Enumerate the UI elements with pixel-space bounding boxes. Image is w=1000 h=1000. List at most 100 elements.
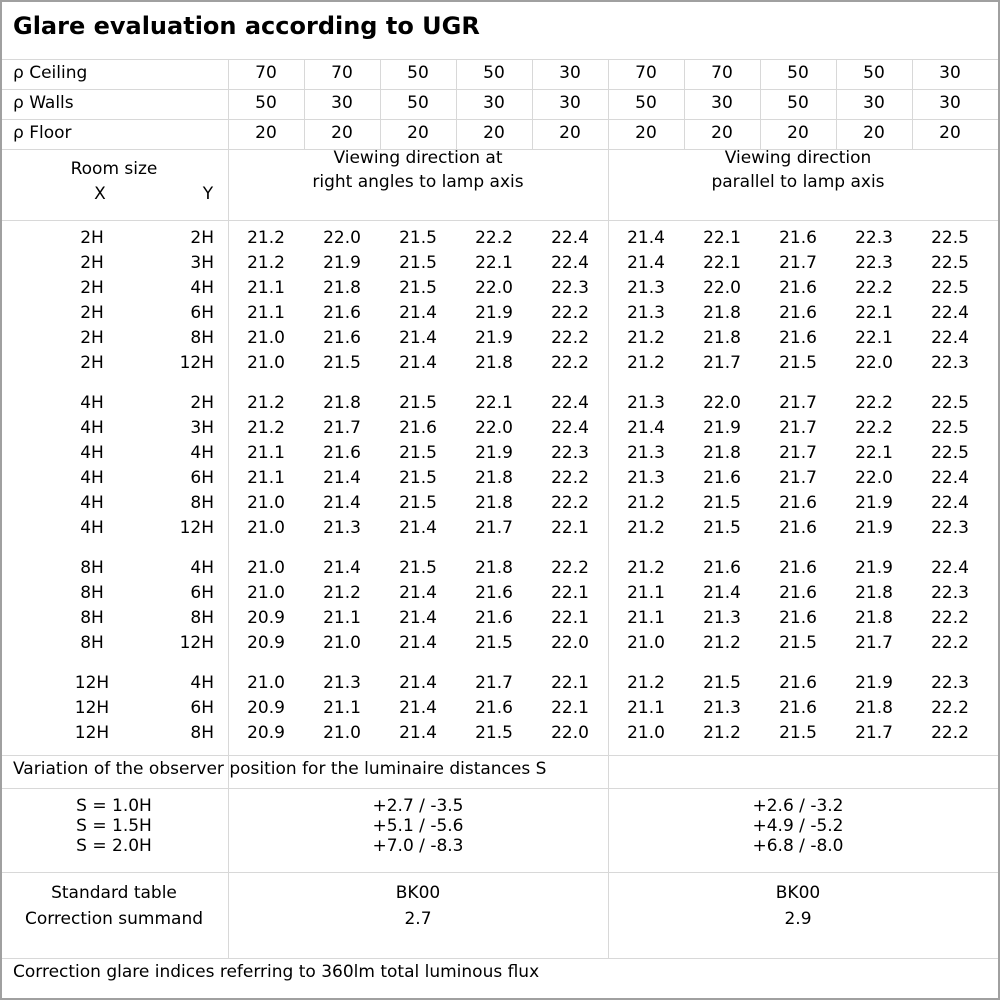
room-y: 6H xyxy=(190,303,214,323)
ugr-value: 22.2 xyxy=(551,353,589,373)
ugr-value: 21.5 xyxy=(399,393,437,413)
ugr-value: 22.3 xyxy=(551,278,589,298)
ugr-value: 22.3 xyxy=(931,353,969,373)
ugr-value: 21.4 xyxy=(399,608,437,628)
ugr-value: 21.9 xyxy=(475,328,513,348)
ugr-value: 21.1 xyxy=(627,608,665,628)
ugr-value: 21.0 xyxy=(247,328,285,348)
ugr-value: 22.2 xyxy=(551,328,589,348)
room-y: 8H xyxy=(190,493,214,513)
standard-parallel: BK00 xyxy=(775,883,821,903)
ugr-value: 21.0 xyxy=(247,673,285,693)
room-x: 12H xyxy=(74,698,110,718)
ugr-value: 21.2 xyxy=(703,633,741,653)
ugr-value: 21.5 xyxy=(399,228,437,248)
reflectance-value: 50 xyxy=(787,93,809,113)
ugr-value: 21.6 xyxy=(779,228,817,248)
divider xyxy=(304,59,305,149)
ugr-value: 21.6 xyxy=(779,673,817,693)
room-y: 3H xyxy=(190,253,214,273)
ugr-value: 21.8 xyxy=(703,328,741,348)
ugr-value: 22.5 xyxy=(931,253,969,273)
reflectance-value: 30 xyxy=(331,93,353,113)
ugr-value: 22.1 xyxy=(855,328,893,348)
distance-label: S = 1.5H xyxy=(76,816,152,836)
reflectance-value: 50 xyxy=(255,93,277,113)
ugr-value: 21.3 xyxy=(627,393,665,413)
reflectance-value: 50 xyxy=(635,93,657,113)
room-x: 2H xyxy=(80,328,104,348)
ugr-value: 22.2 xyxy=(931,633,969,653)
ugr-value: 21.5 xyxy=(399,468,437,488)
divider xyxy=(608,59,609,149)
ugr-value: 21.6 xyxy=(779,278,817,298)
divider xyxy=(836,59,837,149)
room-x: 4H xyxy=(80,468,104,488)
ugr-value: 22.0 xyxy=(703,393,741,413)
correction-right: 2.7 xyxy=(404,909,432,929)
ugr-value: 22.5 xyxy=(931,278,969,298)
room-y: 12H xyxy=(179,633,214,653)
ugr-value: 21.1 xyxy=(323,608,361,628)
ugr-value: 21.4 xyxy=(323,468,361,488)
ugr-value: 21.8 xyxy=(323,278,361,298)
ugr-value: 21.6 xyxy=(779,583,817,603)
ugr-value: 21.7 xyxy=(779,468,817,488)
ugr-value: 21.6 xyxy=(779,303,817,323)
ugr-value: 21.4 xyxy=(627,418,665,438)
ugr-value: 22.4 xyxy=(551,228,589,248)
ugr-value: 21.3 xyxy=(703,608,741,628)
ugr-value: 22.4 xyxy=(931,303,969,323)
room-y: 12H xyxy=(179,518,214,538)
ugr-value: 20.9 xyxy=(247,608,285,628)
ugr-value: 21.9 xyxy=(855,518,893,538)
ugr-value: 22.1 xyxy=(551,608,589,628)
ugr-value: 22.1 xyxy=(855,303,893,323)
page-title: Glare evaluation according to UGR xyxy=(13,12,480,40)
room-x: 2H xyxy=(80,253,104,273)
reflectance-label: ρ Ceiling xyxy=(13,63,88,83)
ugr-value: 21.0 xyxy=(247,558,285,578)
reflectance-value: 20 xyxy=(939,123,961,143)
divider xyxy=(760,59,761,149)
ugr-value: 21.0 xyxy=(247,518,285,538)
room-x: 4H xyxy=(80,518,104,538)
reflectance-value: 30 xyxy=(939,93,961,113)
ugr-value: 21.9 xyxy=(855,558,893,578)
dir-parallel-heading: parallel to lamp axis xyxy=(711,172,885,192)
ugr-value: 21.0 xyxy=(323,633,361,653)
correction-parallel: 2.9 xyxy=(784,909,812,929)
ugr-value: 21.8 xyxy=(475,468,513,488)
ugr-value: 21.3 xyxy=(703,698,741,718)
room-x: 2H xyxy=(80,278,104,298)
ugr-value: 21.4 xyxy=(323,493,361,513)
room-y: 4H xyxy=(190,673,214,693)
ugr-value: 22.1 xyxy=(551,698,589,718)
ugr-value: 21.4 xyxy=(627,253,665,273)
ugr-value: 21.1 xyxy=(247,303,285,323)
ugr-value: 22.0 xyxy=(475,418,513,438)
divider xyxy=(532,59,533,149)
ugr-value: 21.7 xyxy=(703,353,741,373)
ugr-value: 22.2 xyxy=(931,608,969,628)
ugr-value: 21.2 xyxy=(627,558,665,578)
ugr-value: 21.6 xyxy=(475,698,513,718)
reflectance-value: 50 xyxy=(787,63,809,83)
ugr-value: 21.3 xyxy=(323,518,361,538)
ugr-value: 21.9 xyxy=(323,253,361,273)
ugr-value: 21.7 xyxy=(779,418,817,438)
ugr-value: 21.7 xyxy=(475,673,513,693)
ugr-value: 21.6 xyxy=(779,328,817,348)
ugr-value: 21.9 xyxy=(475,303,513,323)
ugr-value: 21.9 xyxy=(855,493,893,513)
divider xyxy=(456,59,457,149)
ugr-value: 21.2 xyxy=(247,393,285,413)
room-y: 3H xyxy=(190,418,214,438)
reflectance-value: 70 xyxy=(255,63,277,83)
ugr-value: 22.4 xyxy=(551,253,589,273)
ugr-value: 22.3 xyxy=(855,253,893,273)
room-y: 6H xyxy=(190,698,214,718)
ugr-value: 21.5 xyxy=(703,518,741,538)
ugr-value: 21.6 xyxy=(475,583,513,603)
room-x: 2H xyxy=(80,353,104,373)
